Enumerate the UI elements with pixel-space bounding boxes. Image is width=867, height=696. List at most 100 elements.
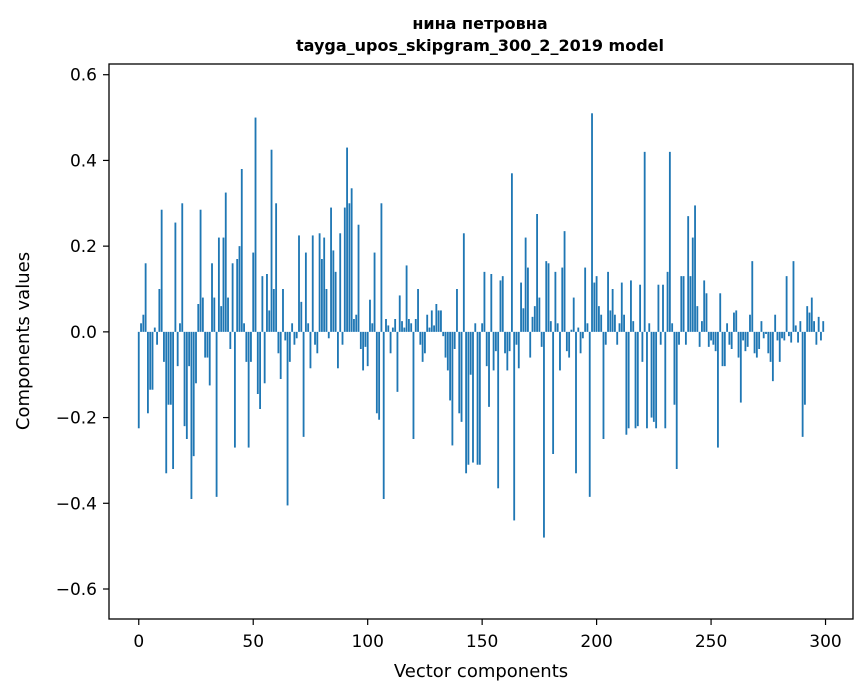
bar [190,331,193,499]
bar [501,276,504,332]
bar [346,147,348,332]
y-tick-label: 0.0 [70,323,97,343]
bar [517,331,520,369]
bar [307,323,310,332]
bar [806,306,809,332]
bar [300,301,303,332]
bar [520,282,522,332]
bar [559,331,561,371]
bar [508,331,511,352]
bar [641,331,644,362]
bar [389,331,392,354]
bar [437,310,440,332]
chart-subtitle: tayga_upos_skipgram_300_2_2019 model [296,36,664,55]
bar [620,282,623,332]
bar [229,331,232,349]
bar [595,276,598,332]
bar [417,289,419,332]
bar [705,293,708,332]
bar [643,151,646,332]
bar [671,323,674,332]
bar [769,331,772,362]
bar [252,252,255,332]
bar [201,297,204,332]
bar [815,331,818,345]
bar [401,321,403,332]
bar [504,331,506,354]
bar [236,259,239,332]
bar [733,312,735,332]
bar [250,331,252,362]
bar [304,252,307,332]
bar [646,331,648,429]
bar [412,331,415,439]
bar [469,331,472,375]
bar [206,331,209,358]
bar [474,323,477,332]
bar [533,306,536,332]
bar [385,319,387,332]
bar [149,331,152,390]
bar [472,331,474,463]
bar [410,323,413,332]
bar [343,207,346,332]
bar [405,265,408,332]
bar [726,323,729,332]
bar [247,331,250,448]
bar [797,331,799,343]
bar [435,304,438,332]
bar [460,331,463,422]
bar [224,192,227,332]
bar [465,331,468,474]
bar [419,331,422,345]
bar [543,331,545,538]
bar [781,331,783,339]
bar [586,323,589,332]
bar [147,331,149,414]
bar [341,331,344,345]
bar [444,331,447,358]
bar [714,331,717,352]
bar [678,331,680,345]
bar [538,297,541,332]
bar [240,169,243,332]
bar [730,331,733,349]
x-tick-label: 150 [466,632,498,652]
bar [140,323,142,332]
bar [169,331,172,405]
bar [604,331,607,345]
bar [220,306,223,332]
bar [556,323,559,332]
bar [611,289,614,332]
bar [728,331,731,345]
bar [268,310,271,332]
bar [350,188,353,332]
bar [600,314,603,332]
bar [739,331,742,403]
bar [428,327,431,332]
bar [451,331,454,446]
bar [339,233,342,332]
bar [222,237,225,332]
bar [616,331,619,345]
bar [316,331,319,354]
x-axis-ticks: 0 50 100 150 200 250 300 [133,619,842,652]
bar [364,331,367,347]
bar [369,299,371,332]
bar [607,271,609,332]
bar [652,331,655,422]
bar [478,331,481,465]
bar [744,331,747,352]
bar [591,113,593,332]
bar [398,295,401,332]
bar [778,331,781,362]
bar [771,331,774,382]
bar [449,331,452,401]
bar [183,331,186,427]
bar [817,316,820,332]
bar [378,331,381,420]
bar [348,203,351,332]
bar [623,314,625,332]
bar [524,237,527,332]
bar [373,252,376,332]
